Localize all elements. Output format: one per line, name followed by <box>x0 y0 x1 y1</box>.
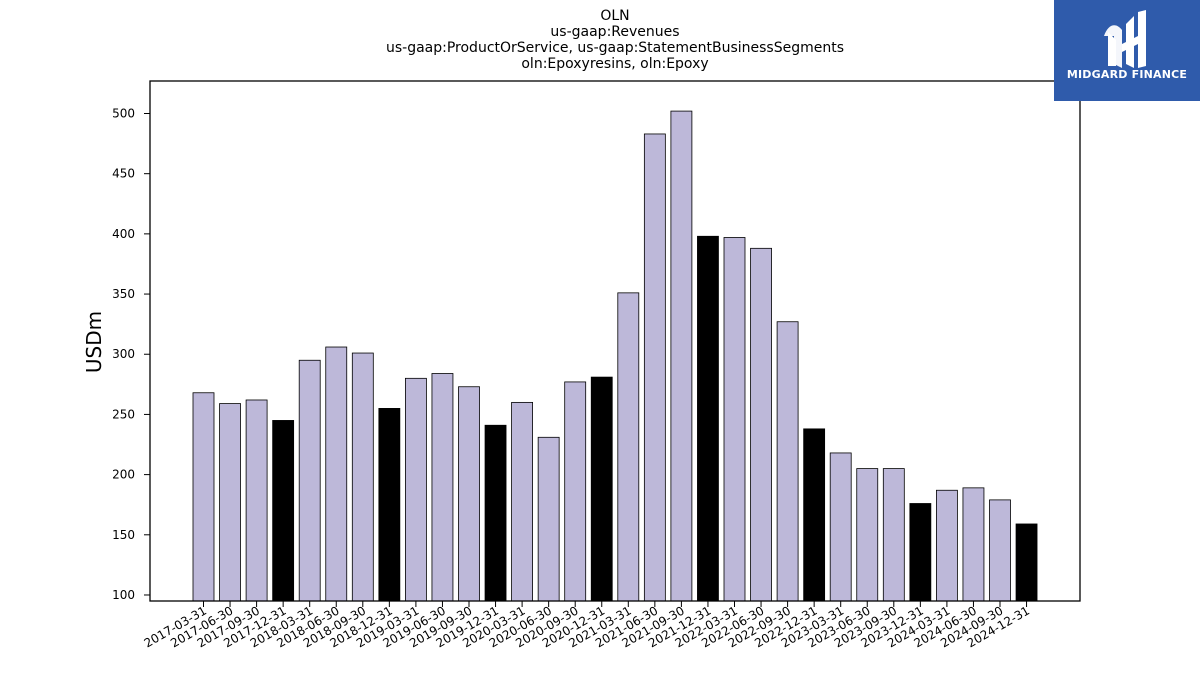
y-tick-label: 400 <box>112 227 135 241</box>
title-line: us-gaap:ProductOrService, us-gaap:Statem… <box>386 40 844 56</box>
bar <box>590 376 613 602</box>
bar <box>431 373 454 602</box>
title-line: us-gaap:Revenues <box>550 24 679 40</box>
bar <box>829 452 852 602</box>
bar <box>697 235 719 602</box>
bar <box>1015 523 1038 602</box>
bar <box>325 346 348 602</box>
bar <box>272 420 295 602</box>
bar <box>298 359 321 602</box>
midgard-logo-icon <box>1104 10 1146 68</box>
title-line: OLN <box>600 8 629 24</box>
bar <box>617 292 640 602</box>
bar <box>192 392 215 602</box>
bars <box>192 110 1038 602</box>
plot-frame <box>149 80 1081 602</box>
bar <box>245 399 268 602</box>
title-line: oln:Epoxyresins, oln:Epoxy <box>521 56 708 72</box>
bar <box>537 436 560 602</box>
y-tick-label: 150 <box>112 528 135 542</box>
chart-title: OLNus-gaap:Revenuesus-gaap:ProductOrServ… <box>386 8 844 72</box>
y-tick-label: 100 <box>112 588 135 602</box>
y-axis: 100 150 200 250 300 350 400 450 500 <box>112 107 150 602</box>
bar <box>511 401 534 602</box>
bar <box>378 408 401 602</box>
logo-text: MIDGARD FINANCE <box>1066 68 1188 81</box>
bar <box>962 487 985 602</box>
midgard-finance-logo: MIDGARD FINANCE <box>1054 0 1200 101</box>
bar <box>219 403 241 602</box>
bar <box>723 237 746 602</box>
y-tick-label: 200 <box>112 468 135 482</box>
y-tick-label: 350 <box>112 287 135 301</box>
bar <box>909 503 932 602</box>
bar <box>564 381 587 602</box>
bar <box>670 110 693 602</box>
bar <box>351 352 374 602</box>
bar <box>776 321 799 602</box>
y-tick-label: 250 <box>112 407 135 421</box>
bar <box>484 424 507 602</box>
bar <box>803 428 826 602</box>
bar <box>856 468 879 602</box>
y-tick-label: 450 <box>112 167 135 181</box>
bar <box>404 377 427 602</box>
y-tick-label: 500 <box>112 107 135 121</box>
bar <box>458 386 480 602</box>
y-axis-label: USDm <box>82 311 106 373</box>
bar <box>882 468 905 602</box>
x-axis: 2017-03-312017-06-302017-09-302017-12-31… <box>142 601 1032 650</box>
y-tick-label: 300 <box>112 347 135 361</box>
bar <box>750 247 772 602</box>
bar <box>989 499 1011 602</box>
bar <box>643 133 666 602</box>
bar <box>936 489 958 602</box>
